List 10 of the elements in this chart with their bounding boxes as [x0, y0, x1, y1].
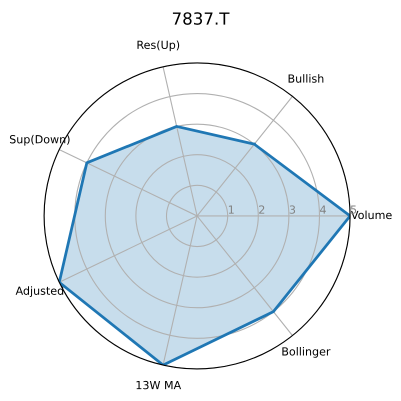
- spoke-label: Res(Up): [138, 40, 180, 52]
- y-tick-label: 4: [320, 206, 326, 214]
- y-tick-label: 1: [228, 206, 234, 214]
- spoke-label: Bullish: [288, 74, 324, 83]
- chart-title: 7837.T: [172, 12, 230, 25]
- y-tick-label: 2: [259, 205, 264, 214]
- spoke-label: 13W MA: [136, 380, 182, 390]
- spoke-label: Bollinger: [282, 347, 330, 358]
- spoke-label: Adjusted: [16, 286, 64, 298]
- y-tick-label: 3: [290, 205, 296, 214]
